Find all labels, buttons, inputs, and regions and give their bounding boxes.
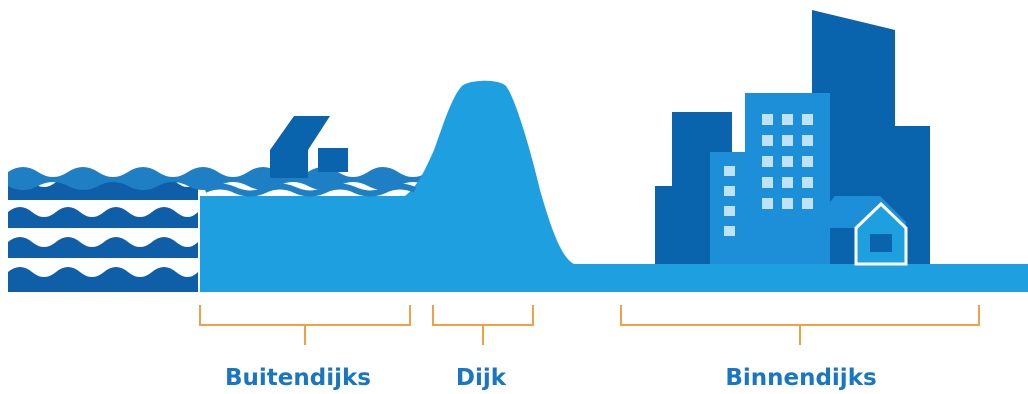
bracket-inner (620, 305, 980, 345)
deep-water (8, 177, 198, 292)
label-buitendijks: Buitendijks (225, 365, 371, 391)
bracket-dike (432, 305, 534, 345)
surface-wave (8, 167, 428, 190)
front-tower-windows (762, 114, 813, 209)
flooded-house-icon (270, 116, 348, 178)
zone-brackets (199, 305, 980, 345)
label-dijk: Dijk (455, 365, 507, 391)
city-buildings (655, 10, 930, 266)
far-left-block (655, 186, 685, 264)
low-block-windows (724, 166, 735, 236)
bracket-outer (199, 305, 411, 345)
house-icon (808, 196, 908, 266)
label-binnendijks: Binnendijks (725, 365, 877, 391)
ground-and-dike (200, 80, 1028, 292)
outer-water-line (203, 183, 417, 197)
